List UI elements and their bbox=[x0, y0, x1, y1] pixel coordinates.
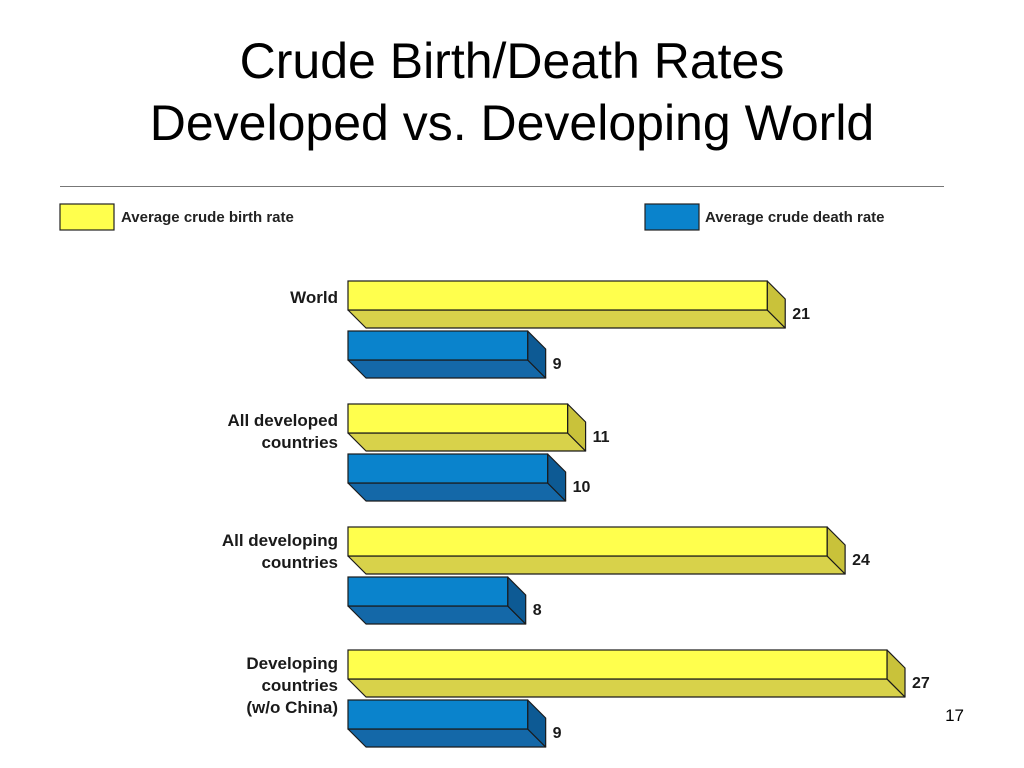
category-label-3-line-2: (w/o China) bbox=[246, 698, 338, 717]
bar-birth-depth-face-1 bbox=[347, 432, 587, 452]
bar-birth-1 bbox=[347, 403, 569, 434]
title-line-1: Crude Birth/Death Rates bbox=[239, 33, 785, 89]
value-label-death-0: 9 bbox=[553, 356, 562, 373]
bar-death-0 bbox=[347, 330, 529, 361]
bar-death-1 bbox=[347, 453, 549, 484]
value-label-birth-3: 27 bbox=[912, 675, 930, 692]
bar-birth-depth-face-3 bbox=[347, 678, 906, 698]
value-labels: 21 9 11 10 24 8 27 9 bbox=[533, 306, 930, 742]
category-label-0-line-0: World bbox=[290, 288, 338, 307]
bar-birth-2 bbox=[347, 526, 828, 557]
bar-death-depth-face-2 bbox=[347, 605, 527, 625]
value-label-death-1: 10 bbox=[573, 479, 591, 496]
category-label-1-line-0: All developed bbox=[227, 411, 338, 430]
bar-death-3 bbox=[347, 699, 529, 730]
value-label-birth-2: 24 bbox=[852, 552, 870, 569]
slide-title: Crude Birth/Death Rates Developed vs. De… bbox=[0, 30, 1024, 154]
legend-swatch-birth-rate bbox=[59, 203, 115, 231]
bar-birth-3 bbox=[347, 649, 888, 680]
bar-death-depth-face-0 bbox=[347, 359, 547, 379]
chart-legend: Average crude birth rate Average crude de… bbox=[59, 203, 885, 231]
slide-number: 17 bbox=[945, 706, 964, 725]
legend-label-birth-rate: Average crude birth rate bbox=[121, 209, 294, 226]
title-divider bbox=[60, 186, 944, 187]
category-label-1-line-1: countries bbox=[261, 433, 338, 452]
category-label-2-line-1: countries bbox=[261, 553, 338, 572]
bar-death-depth-face-1 bbox=[347, 482, 567, 502]
category-label-3-line-0: Developing bbox=[246, 654, 338, 673]
value-label-death-3: 9 bbox=[553, 725, 562, 742]
legend-label-death-rate: Average crude death rate bbox=[705, 209, 885, 226]
bar-birth-depth-face-0 bbox=[347, 309, 786, 329]
bar-death-depth-face-3 bbox=[347, 728, 547, 748]
bar-birth-0 bbox=[347, 280, 768, 311]
category-labels: World All developed countries All developin… bbox=[222, 288, 338, 717]
chart-bars bbox=[347, 280, 906, 748]
title-line-2: Developed vs. Developing World bbox=[149, 95, 875, 151]
value-label-birth-0: 21 bbox=[792, 306, 810, 323]
value-label-death-2: 8 bbox=[533, 602, 542, 619]
bar-birth-depth-face-2 bbox=[347, 555, 846, 575]
category-label-3-line-1: countries bbox=[261, 676, 338, 695]
legend-swatch-death-rate bbox=[644, 203, 700, 231]
bar-death-2 bbox=[347, 576, 509, 607]
value-label-birth-1: 11 bbox=[593, 429, 610, 446]
category-label-2-line-0: All developing bbox=[222, 531, 338, 550]
